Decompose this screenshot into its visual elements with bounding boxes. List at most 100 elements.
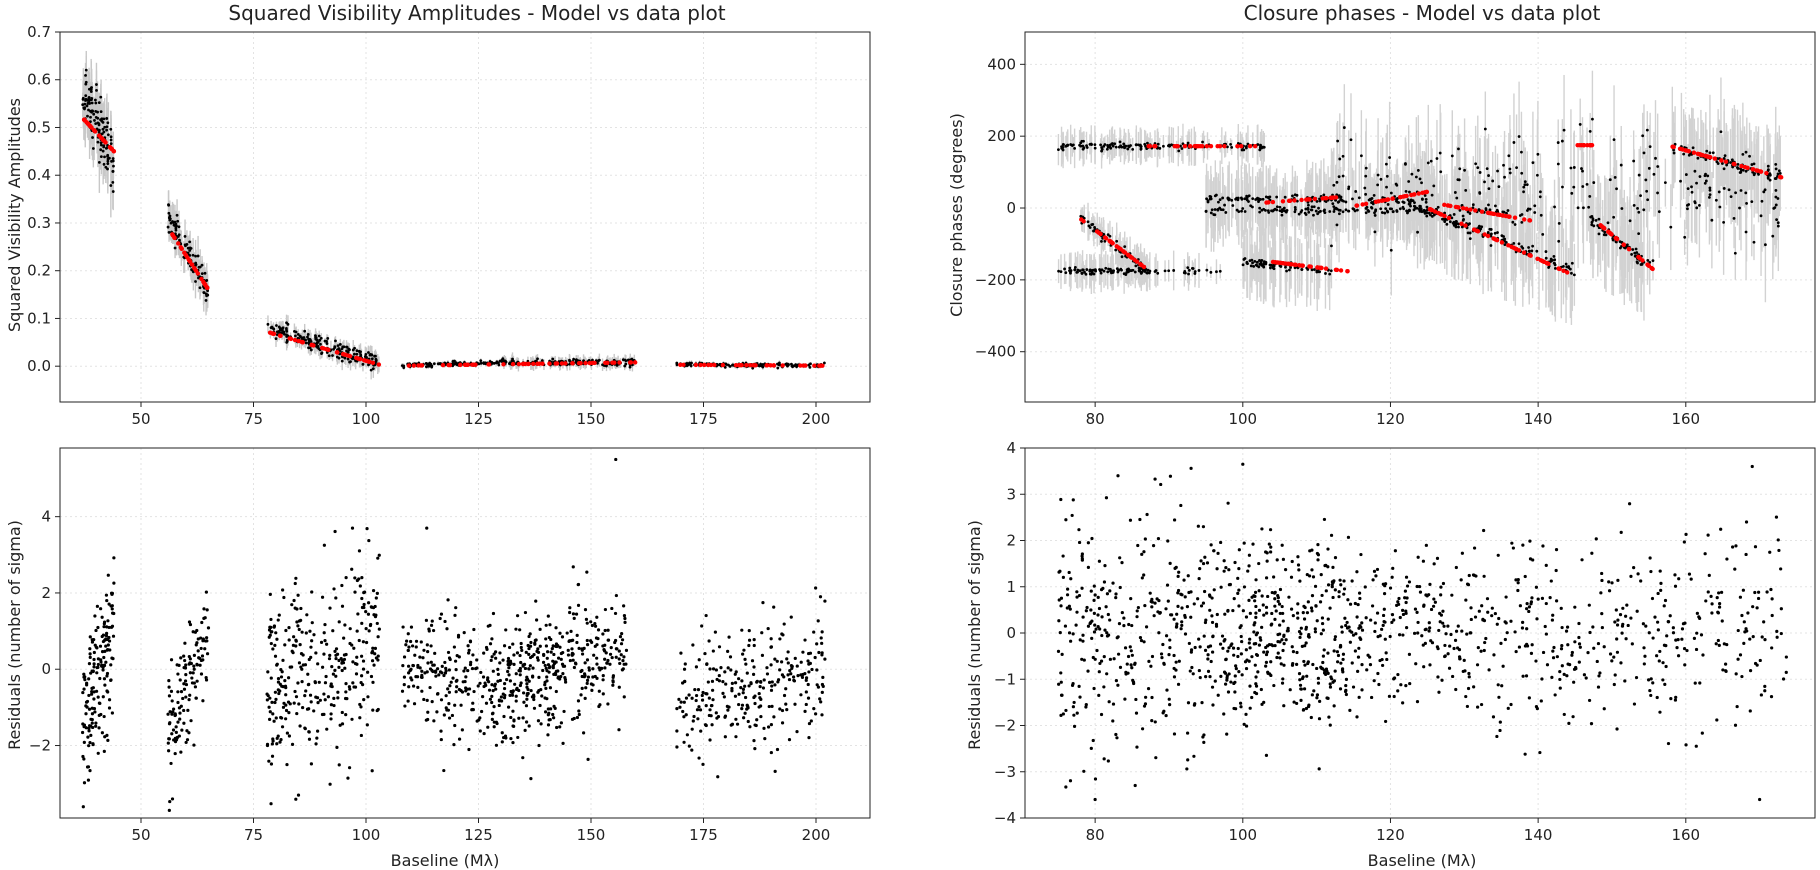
- v2res-residual-point: [298, 643, 302, 647]
- v2res-residual-point: [743, 711, 747, 715]
- v2res-residual-point: [443, 619, 447, 624]
- v2res-residual-point: [103, 735, 107, 739]
- v2-data-point: [100, 132, 104, 136]
- v2res-residual-point: [436, 692, 440, 696]
- v2res-residual-point: [199, 646, 203, 651]
- v2res-residual-point: [769, 750, 773, 755]
- v2res-residual-point: [546, 733, 550, 737]
- v2res-residual-point: [370, 649, 375, 654]
- v2-data-point: [99, 155, 103, 159]
- v2res-residual-point: [103, 649, 107, 653]
- v2res-residual-point: [328, 606, 332, 610]
- v2-data-point: [306, 335, 309, 339]
- v2res-residual-point: [529, 777, 533, 781]
- v2res-residual-point: [88, 769, 92, 773]
- v2res-residual-point: [269, 762, 274, 766]
- v2res-residual-point: [488, 623, 492, 627]
- v2res-residual-point: [548, 686, 553, 690]
- v2res-residual-point: [817, 650, 821, 655]
- v2-data-point: [196, 254, 200, 258]
- v2res-residual-point: [267, 635, 271, 639]
- v2res-residual-point: [297, 702, 301, 706]
- v2-model-point: [334, 350, 340, 355]
- v2res-residual-point: [543, 663, 547, 668]
- v2-axes-frame: [59, 31, 871, 403]
- v2res-residual-point: [340, 583, 344, 588]
- v2-data-point: [355, 352, 359, 356]
- v2res-residual-point: [91, 669, 95, 674]
- v2-data-point: [761, 364, 764, 368]
- v2res-residual-point: [367, 601, 371, 605]
- v2-data-point: [776, 362, 779, 366]
- v2res-residual-point: [606, 638, 611, 642]
- v2res-residual-point: [490, 683, 494, 687]
- v2res-residual-point: [614, 647, 618, 651]
- v2-data-point: [345, 345, 348, 349]
- v2res-residual-point: [542, 652, 546, 657]
- v2res-residual-point: [366, 612, 371, 616]
- v2res-residual-point: [481, 695, 485, 699]
- v2res-residual-point: [373, 646, 378, 650]
- v2res-residual-point: [290, 665, 294, 669]
- v2res-residual-point: [272, 719, 276, 723]
- v2res-residual-point: [816, 685, 821, 689]
- v2res-residual-point: [701, 762, 705, 766]
- v2res-residual-point: [448, 657, 452, 662]
- v2-model-point: [287, 336, 292, 341]
- v2-data-point: [97, 123, 101, 127]
- v2res-residual-point: [312, 633, 316, 637]
- v2-data-point: [104, 146, 108, 150]
- v2res-residual-point: [621, 667, 625, 671]
- v2res-residual-point: [112, 611, 116, 616]
- v2res-residual-point: [351, 660, 355, 664]
- v2res-residual-point: [333, 649, 337, 653]
- v2res-residual-point: [537, 675, 541, 679]
- v2res-residual-point: [804, 676, 809, 680]
- v2res-residual-point: [583, 696, 587, 700]
- v2res-residual-point: [85, 699, 90, 704]
- cp-title: Closure phases - Model vs data plot: [1244, 1, 1601, 25]
- cp-data-point: [1245, 145, 1248, 148]
- v2res-residual-point: [420, 669, 424, 673]
- v2-model-point: [367, 359, 372, 365]
- v2-model-point: [531, 361, 536, 367]
- v2res-residual-point: [482, 731, 486, 736]
- v2res-residual-outlier: [170, 797, 175, 801]
- cp-data-point: [1156, 142, 1160, 146]
- v2res-residual-point: [405, 639, 409, 643]
- v2res-residual-point: [446, 650, 451, 655]
- v2-data-point: [689, 364, 693, 368]
- v2-model-point: [748, 363, 753, 368]
- cp-data-point: [1108, 145, 1112, 149]
- v2res-residual-point: [329, 712, 333, 716]
- v2res-residual-point: [585, 638, 589, 643]
- v2res-residual-point: [295, 711, 299, 716]
- v2res-residual-point: [309, 645, 313, 649]
- v2res-residual-point: [268, 696, 272, 700]
- v2res-residual-point: [93, 614, 97, 618]
- v2res-residual-point: [547, 635, 551, 640]
- v2res-residual-point: [284, 703, 288, 707]
- v2res-residual-point: [767, 680, 772, 684]
- v2-data-point: [89, 120, 92, 124]
- v2res-residual-point: [700, 693, 704, 698]
- v2res-residual-point: [92, 662, 96, 666]
- v2res-residual-point: [94, 724, 98, 728]
- v2-title: Squared Visibility Amplitudes - Model vs…: [228, 1, 725, 25]
- v2-data-point: [453, 359, 456, 363]
- v2res-residual-point: [179, 690, 184, 694]
- cp-data-point: [1126, 147, 1130, 151]
- v2res-residual-point: [104, 593, 109, 597]
- v2res-residual-point: [752, 665, 756, 669]
- v2-model-point: [356, 356, 361, 361]
- v2-data-point: [99, 141, 103, 145]
- v2-model-point: [278, 333, 283, 338]
- v2res-residual-point: [186, 708, 190, 712]
- v2res-residual-point: [511, 740, 515, 745]
- v2-data-point: [106, 153, 110, 157]
- v2res-residual-point: [818, 697, 822, 701]
- v2res-residual-point: [182, 654, 186, 658]
- v2res-residual-point: [431, 663, 435, 667]
- v2res-residual-point: [105, 648, 109, 652]
